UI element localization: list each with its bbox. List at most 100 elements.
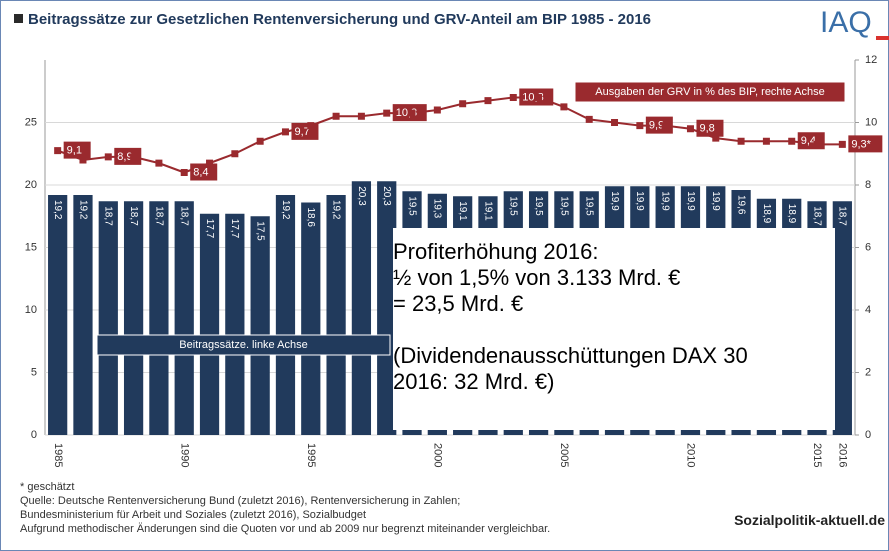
line-marker bbox=[738, 138, 745, 145]
y2-tick-label: 2 bbox=[865, 366, 871, 378]
bar-label: 19,3 bbox=[432, 199, 443, 219]
x-tick-label: 1990 bbox=[178, 443, 190, 467]
footnote: Quelle: Deutsche Rentenversicherung Bund… bbox=[20, 495, 460, 507]
bar bbox=[48, 195, 67, 435]
line-marker bbox=[510, 94, 517, 101]
bar-label: 19,2 bbox=[52, 200, 63, 220]
legend-label: Ausgaben der GRV in % des BIP, rechte Ac… bbox=[595, 86, 825, 98]
y2-tick-label: 6 bbox=[865, 241, 871, 253]
bar bbox=[833, 201, 852, 435]
line-marker bbox=[560, 103, 567, 110]
line-marker bbox=[409, 110, 416, 117]
line-label: 8,4 bbox=[193, 166, 208, 178]
y2-tick-label: 8 bbox=[865, 179, 871, 191]
y-tick-label: 0 bbox=[31, 429, 37, 441]
line-marker bbox=[459, 100, 466, 107]
line-label: 9,3* bbox=[851, 138, 871, 150]
line-marker bbox=[105, 153, 112, 160]
chart-title: Beitragssätze zur Gesetzlichen Rentenver… bbox=[28, 11, 651, 28]
line-label: 9,8 bbox=[699, 123, 714, 135]
y2-tick-label: 0 bbox=[865, 429, 871, 441]
bar-label: 19,5 bbox=[533, 196, 544, 216]
y-tick-label: 25 bbox=[25, 116, 37, 128]
bar-label: 18,6 bbox=[305, 208, 316, 228]
bar bbox=[175, 201, 194, 435]
bar-label: 17,7 bbox=[204, 219, 215, 239]
x-tick-label: 2015 bbox=[811, 443, 823, 467]
footnote: Bundesministerium für Arbeit und Soziale… bbox=[20, 509, 366, 521]
bar-label: 17,5 bbox=[255, 221, 266, 241]
bar bbox=[124, 201, 143, 435]
line-marker bbox=[155, 160, 162, 167]
bar-label: 19,2 bbox=[77, 200, 88, 220]
bar-label: 19,6 bbox=[735, 195, 746, 215]
x-tick-label: 1995 bbox=[305, 443, 317, 467]
y-tick-label: 10 bbox=[25, 304, 37, 316]
overlay-text: ½ von 1,5% von 3.133 Mrd. € bbox=[393, 265, 680, 290]
line-marker bbox=[257, 138, 264, 145]
bar-label: 18,7 bbox=[179, 206, 190, 226]
x-tick-label: 2000 bbox=[431, 443, 443, 467]
legend-label: Beitragssätze. linke Achse bbox=[179, 339, 307, 351]
y2-tick-label: 12 bbox=[865, 54, 877, 66]
bar-label: 19,9 bbox=[710, 191, 721, 211]
bar-label: 19,5 bbox=[558, 196, 569, 216]
y-tick-label: 5 bbox=[31, 366, 37, 378]
line-marker bbox=[206, 160, 213, 167]
bar-label: 19,1 bbox=[482, 201, 493, 221]
line-marker bbox=[358, 113, 365, 120]
y2-tick-label: 10 bbox=[865, 116, 877, 128]
bar-label: 18,7 bbox=[103, 206, 114, 226]
line-marker bbox=[586, 116, 593, 123]
logo: IAQ bbox=[820, 6, 872, 39]
bar-label: 19,1 bbox=[457, 201, 468, 221]
overlay-text: (Dividendenausschüttungen DAX 30 bbox=[393, 343, 748, 368]
bar-label: 18,9 bbox=[786, 204, 797, 224]
overlay-text: = 23,5 Mrd. € bbox=[393, 291, 523, 316]
bar-label: 19,9 bbox=[660, 191, 671, 211]
y-tick-label: 15 bbox=[25, 241, 37, 253]
bar bbox=[276, 195, 295, 435]
bar bbox=[251, 216, 270, 435]
x-tick-label: 1985 bbox=[52, 443, 64, 467]
line-marker bbox=[484, 97, 491, 104]
bar-label: 19,9 bbox=[634, 191, 645, 211]
bar bbox=[149, 201, 168, 435]
bar-label: 19,9 bbox=[685, 191, 696, 211]
source-logo: Sozialpolitik-aktuell.de bbox=[734, 512, 885, 528]
bar-label: 19,2 bbox=[330, 200, 341, 220]
footnote: * geschätzt bbox=[20, 481, 74, 493]
bar-label: 20,3 bbox=[381, 186, 392, 206]
line-marker bbox=[54, 147, 61, 154]
line-marker bbox=[383, 110, 390, 117]
bar bbox=[225, 214, 244, 435]
bar-label: 19,5 bbox=[406, 196, 417, 216]
bar bbox=[301, 203, 320, 436]
line-marker bbox=[662, 122, 669, 129]
bar-label: 19,5 bbox=[508, 196, 519, 216]
bar-label: 19,2 bbox=[280, 200, 291, 220]
bar-label: 18,7 bbox=[153, 206, 164, 226]
x-tick-label: 2010 bbox=[685, 443, 697, 467]
line-marker bbox=[814, 141, 821, 148]
line-marker bbox=[181, 169, 188, 176]
bar-label: 18,9 bbox=[761, 204, 772, 224]
bar-label: 19,9 bbox=[609, 191, 620, 211]
chart: Beitragssätze zur Gesetzlichen Rentenver… bbox=[0, 0, 889, 551]
x-tick-label: 2005 bbox=[558, 443, 570, 467]
line-marker bbox=[231, 150, 238, 157]
overlay-text: 2016: 32 Mrd. €) bbox=[393, 369, 554, 394]
bar bbox=[352, 181, 371, 435]
line-marker bbox=[282, 128, 289, 135]
line-marker bbox=[333, 113, 340, 120]
bar-label: 18,7 bbox=[837, 206, 848, 226]
x-tick-label: 2016 bbox=[836, 443, 848, 467]
line-marker bbox=[712, 135, 719, 142]
line-marker bbox=[307, 122, 314, 129]
bar-label: 17,7 bbox=[229, 219, 240, 239]
y2-tick-label: 4 bbox=[865, 304, 871, 316]
bar bbox=[99, 201, 118, 435]
line-marker bbox=[763, 138, 770, 145]
line-marker bbox=[839, 141, 846, 148]
bar bbox=[73, 195, 92, 435]
